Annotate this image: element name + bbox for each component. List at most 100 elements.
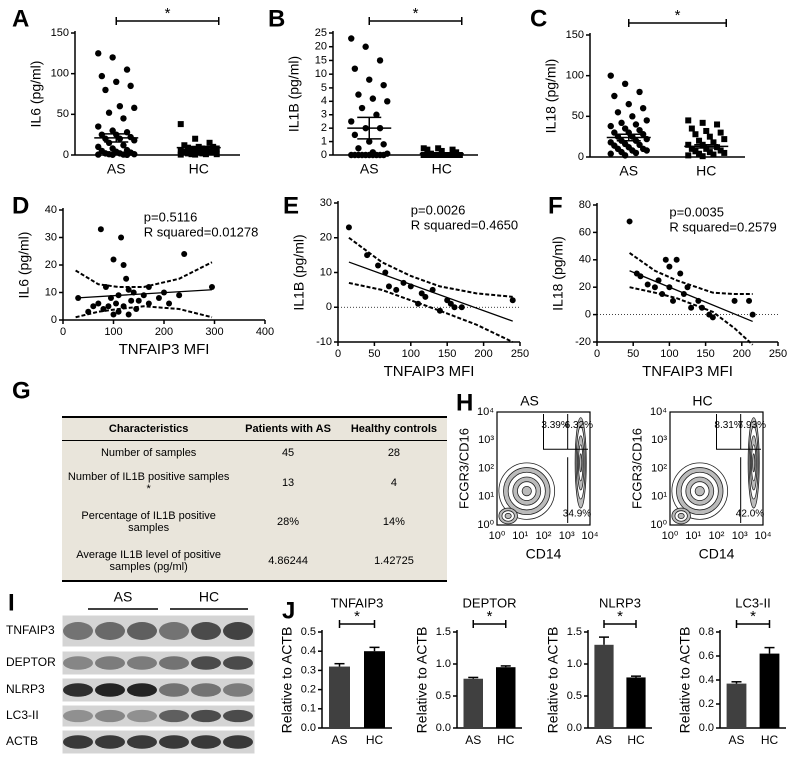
data-point <box>407 283 414 290</box>
contour <box>694 485 705 497</box>
annotation: p=0.0026 <box>411 202 466 217</box>
data-point <box>120 142 127 149</box>
x-tick-label: 10¹ <box>685 530 701 542</box>
x-tick-label: HC <box>432 161 452 177</box>
x-tick-label: 250 <box>511 348 529 360</box>
blot-row-label: TNFAIP3 <box>6 623 55 637</box>
header-cell: Healthy controls <box>340 418 447 442</box>
y-tick-label: 0.5 <box>436 690 451 702</box>
data-point <box>380 151 387 159</box>
data-point <box>130 289 137 296</box>
y-axis-label: IL1B (pg/ml) <box>286 56 302 132</box>
blot-row-label: NLRP3 <box>6 682 45 696</box>
data-point <box>614 109 622 116</box>
data-point <box>703 127 710 134</box>
data-point <box>731 297 738 304</box>
bar <box>626 677 646 728</box>
y-tick-label: 1 <box>321 135 327 147</box>
x-tick-label: 0 <box>594 348 600 360</box>
data-point <box>181 142 188 149</box>
y-tick-label: 10⁰ <box>477 519 494 531</box>
data-point <box>366 138 373 145</box>
significance-label: * <box>675 7 681 24</box>
x-tick-label: 300 <box>205 326 223 338</box>
bar <box>463 678 483 728</box>
bar <box>496 667 516 728</box>
data-point <box>369 95 377 102</box>
y-tick-label: 40 <box>45 204 57 216</box>
y-tick-label: 10⁴ <box>477 406 494 418</box>
data-point <box>355 145 362 152</box>
ci-upper <box>629 252 753 296</box>
data-point <box>706 133 713 140</box>
data-point <box>113 78 120 86</box>
data-point <box>626 218 633 225</box>
blot-band <box>159 622 189 640</box>
x-tick-label: 10⁰ <box>662 530 679 542</box>
x-tick-label: 10² <box>536 530 552 542</box>
data-point <box>95 151 102 158</box>
data-point <box>625 100 632 108</box>
data-point <box>118 234 125 241</box>
y-tick-label: 0.3 <box>301 664 316 676</box>
blot-band <box>223 683 253 697</box>
x-tick-label: HC <box>497 733 515 747</box>
gate-percent: 8.31% <box>714 420 742 431</box>
contour <box>677 512 685 519</box>
data-point <box>145 300 152 307</box>
data-point <box>659 291 666 298</box>
data-point <box>695 297 702 304</box>
x-tick-label: 200 <box>733 348 751 360</box>
row: Average IL1B level of positive samples (… <box>62 541 447 580</box>
data-point <box>710 139 717 146</box>
y-tick-label: 3 <box>321 109 327 121</box>
significance-label: * <box>617 608 623 625</box>
data-point <box>128 297 135 304</box>
x-tick-label: AS <box>728 733 744 747</box>
data-point <box>680 291 687 298</box>
data-point <box>749 311 756 318</box>
data-point <box>102 284 109 290</box>
header-cell: Patients with AS <box>235 418 341 442</box>
data-point <box>509 297 516 304</box>
y-tick-label: 10⁰ <box>650 519 667 531</box>
x-tick-label: AS <box>107 161 126 177</box>
bar <box>329 666 350 728</box>
y-tick-label: 10³ <box>478 434 494 446</box>
x-tick-label: 100 <box>402 348 420 360</box>
x-tick-label: 150 <box>696 348 714 360</box>
data-point <box>607 150 614 157</box>
cell: Number of IL1B positive samples * <box>67 471 230 496</box>
data-point <box>120 115 127 122</box>
significance-label: * <box>487 608 493 625</box>
data-point <box>651 284 658 291</box>
data-point <box>621 80 629 88</box>
plot-title: HC <box>692 393 712 409</box>
data-point <box>703 145 710 152</box>
gate-percent: 34.9% <box>563 508 591 519</box>
y-tick-label: 0.4 <box>699 674 714 686</box>
y-tick-label: 80 <box>579 199 591 211</box>
x-tick-label: 10⁴ <box>755 530 772 542</box>
data-point <box>116 135 124 142</box>
data-point <box>100 306 107 312</box>
data-point <box>637 273 644 280</box>
ci-upper <box>348 236 513 298</box>
cell: 28 <box>387 446 401 459</box>
data-point <box>125 286 132 293</box>
data-point <box>721 149 728 156</box>
data-point <box>670 297 677 304</box>
data-point <box>184 150 191 157</box>
data-point <box>696 137 703 144</box>
y-tick-label: 0.0 <box>436 722 451 734</box>
blot-band <box>223 709 253 723</box>
cell: Average IL1B level of positive samples (… <box>76 548 221 573</box>
y-tick-label: 10² <box>478 462 494 474</box>
y-tick-label: 20 <box>315 41 327 53</box>
blot-band <box>191 709 221 723</box>
y-tick-label: 0.4 <box>301 645 316 657</box>
y-tick-label: 0.6 <box>699 650 714 662</box>
blot-band <box>63 656 93 670</box>
data-point <box>384 98 391 105</box>
